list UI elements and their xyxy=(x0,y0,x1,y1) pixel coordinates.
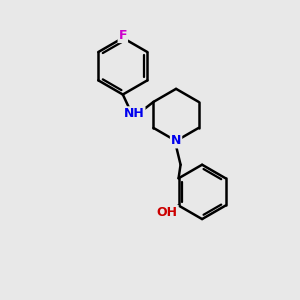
Text: NH: NH xyxy=(124,107,145,120)
Text: N: N xyxy=(171,134,181,147)
Text: F: F xyxy=(118,29,127,42)
Text: OH: OH xyxy=(157,206,178,219)
